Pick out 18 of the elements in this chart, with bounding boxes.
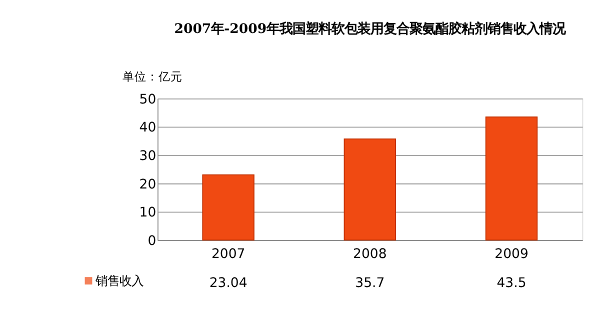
y-tick-label: 20 xyxy=(139,177,156,192)
y-tick-label: 40 xyxy=(139,120,156,136)
x-tick-label: 2009 xyxy=(494,247,528,262)
y-tick-label: 10 xyxy=(139,206,156,221)
y-tick-label: 50 xyxy=(139,92,156,108)
data-label: 43.5 xyxy=(496,276,526,291)
bar xyxy=(202,174,254,241)
bar xyxy=(344,138,396,241)
legend-label: 销售收入 xyxy=(94,274,144,288)
y-tick-label: 30 xyxy=(139,148,156,164)
data-label: 35.7 xyxy=(355,276,385,291)
x-tick-label: 2008 xyxy=(353,247,387,262)
y-axis-title: 单位：亿元 xyxy=(122,69,183,84)
y-tick-label: 0 xyxy=(148,234,156,249)
bar xyxy=(485,116,538,241)
chart-title: 2007年-2009年我国塑料软包装用复合聚氨酯胶粘剂销售收入情况 xyxy=(174,20,567,37)
x-tick-label: 2007 xyxy=(211,247,246,262)
data-label: 23.04 xyxy=(209,276,248,291)
